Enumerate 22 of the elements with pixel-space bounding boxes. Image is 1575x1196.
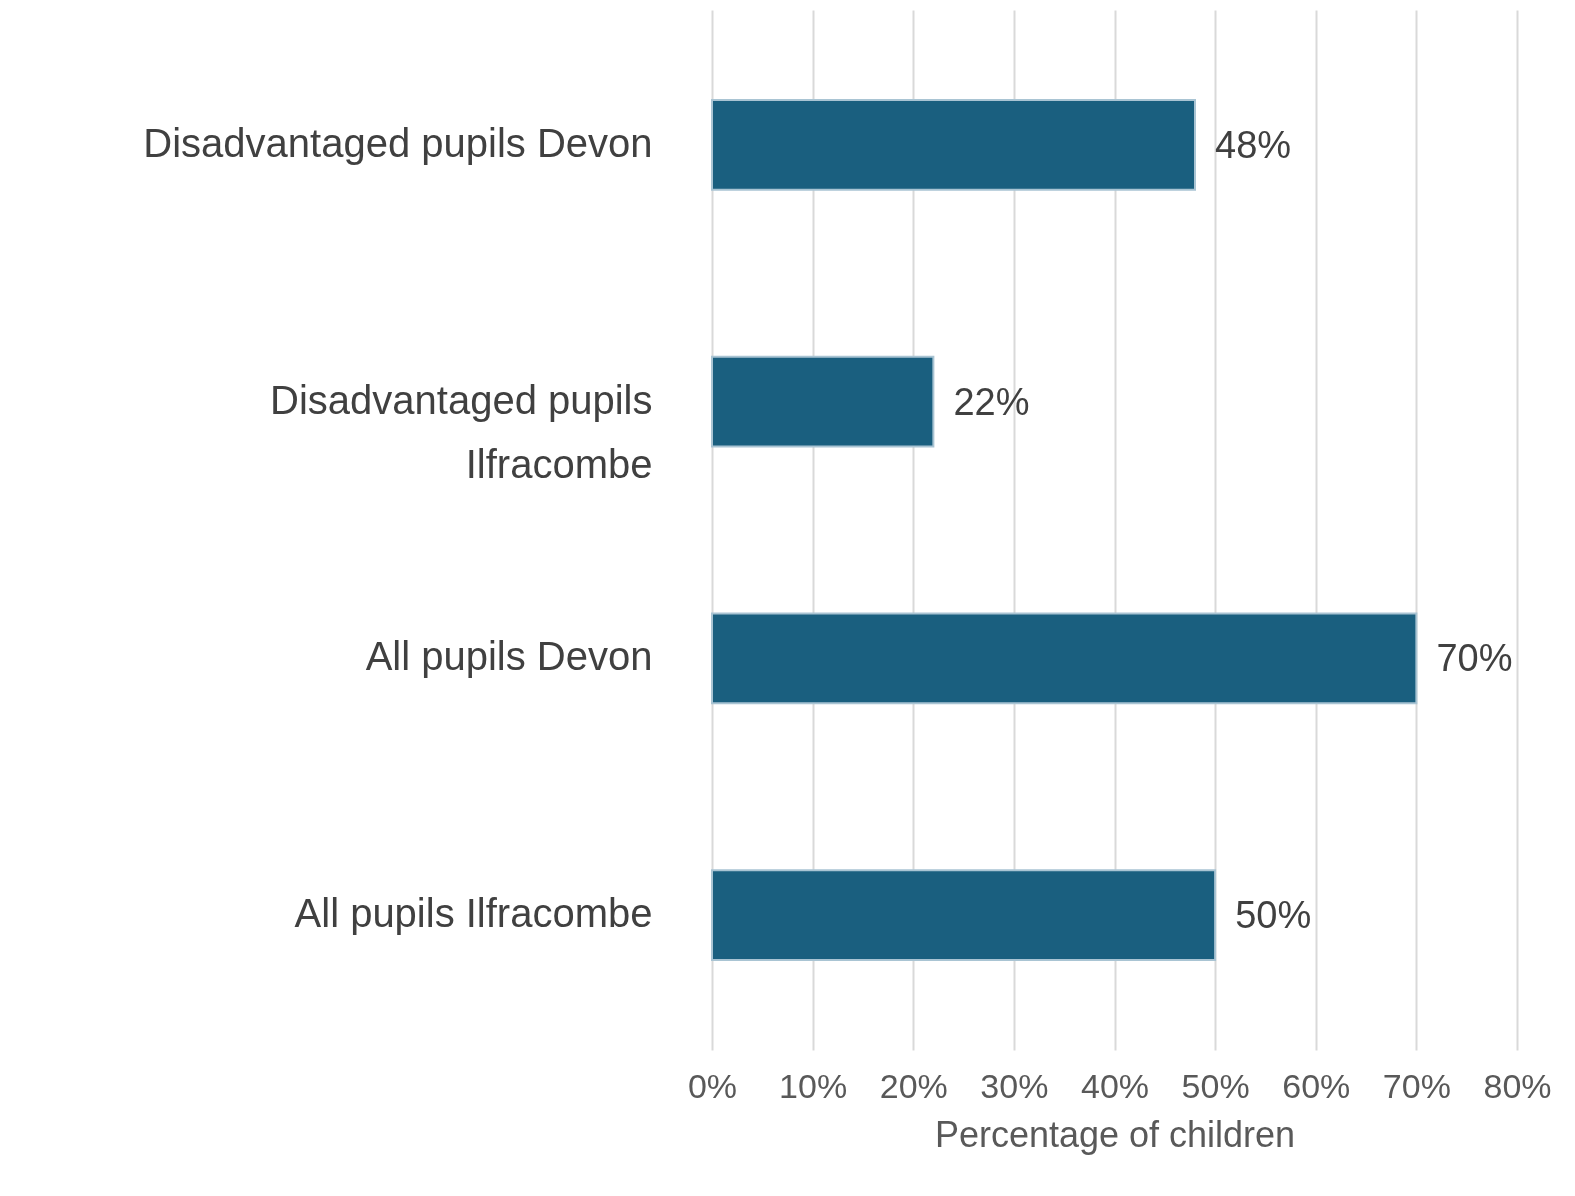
bar bbox=[711, 355, 935, 448]
x-tick-label: 40% bbox=[1080, 1066, 1150, 1105]
data-label: 22% bbox=[953, 380, 1030, 423]
data-label: 70% bbox=[1436, 637, 1513, 680]
x-tick-label: 80% bbox=[1483, 1066, 1552, 1105]
x-tick-label: 60% bbox=[1282, 1066, 1351, 1105]
data-label: 48% bbox=[1215, 123, 1292, 166]
x-tick-label: 10% bbox=[779, 1066, 848, 1105]
x-tick-label: 20% bbox=[879, 1066, 948, 1105]
x-axis-title: Percentage of children bbox=[934, 1113, 1296, 1155]
x-tick-label: 0% bbox=[687, 1066, 738, 1105]
bar bbox=[711, 869, 1217, 962]
bar bbox=[711, 98, 1196, 191]
y-tick-label: All pupils Ilfracombe bbox=[294, 891, 653, 936]
y-tick-label: Disadvantaged pupils Ilfracombe bbox=[270, 377, 653, 486]
x-tick-label: 70% bbox=[1382, 1066, 1451, 1105]
x-tick-label: 50% bbox=[1181, 1066, 1250, 1105]
y-tick-label: All pupils Devon bbox=[365, 634, 653, 679]
x-tick-label: 30% bbox=[980, 1066, 1049, 1105]
data-label: 50% bbox=[1235, 894, 1312, 937]
bar bbox=[711, 612, 1418, 705]
y-tick-label: Disadvantaged pupils Devon bbox=[143, 120, 653, 165]
